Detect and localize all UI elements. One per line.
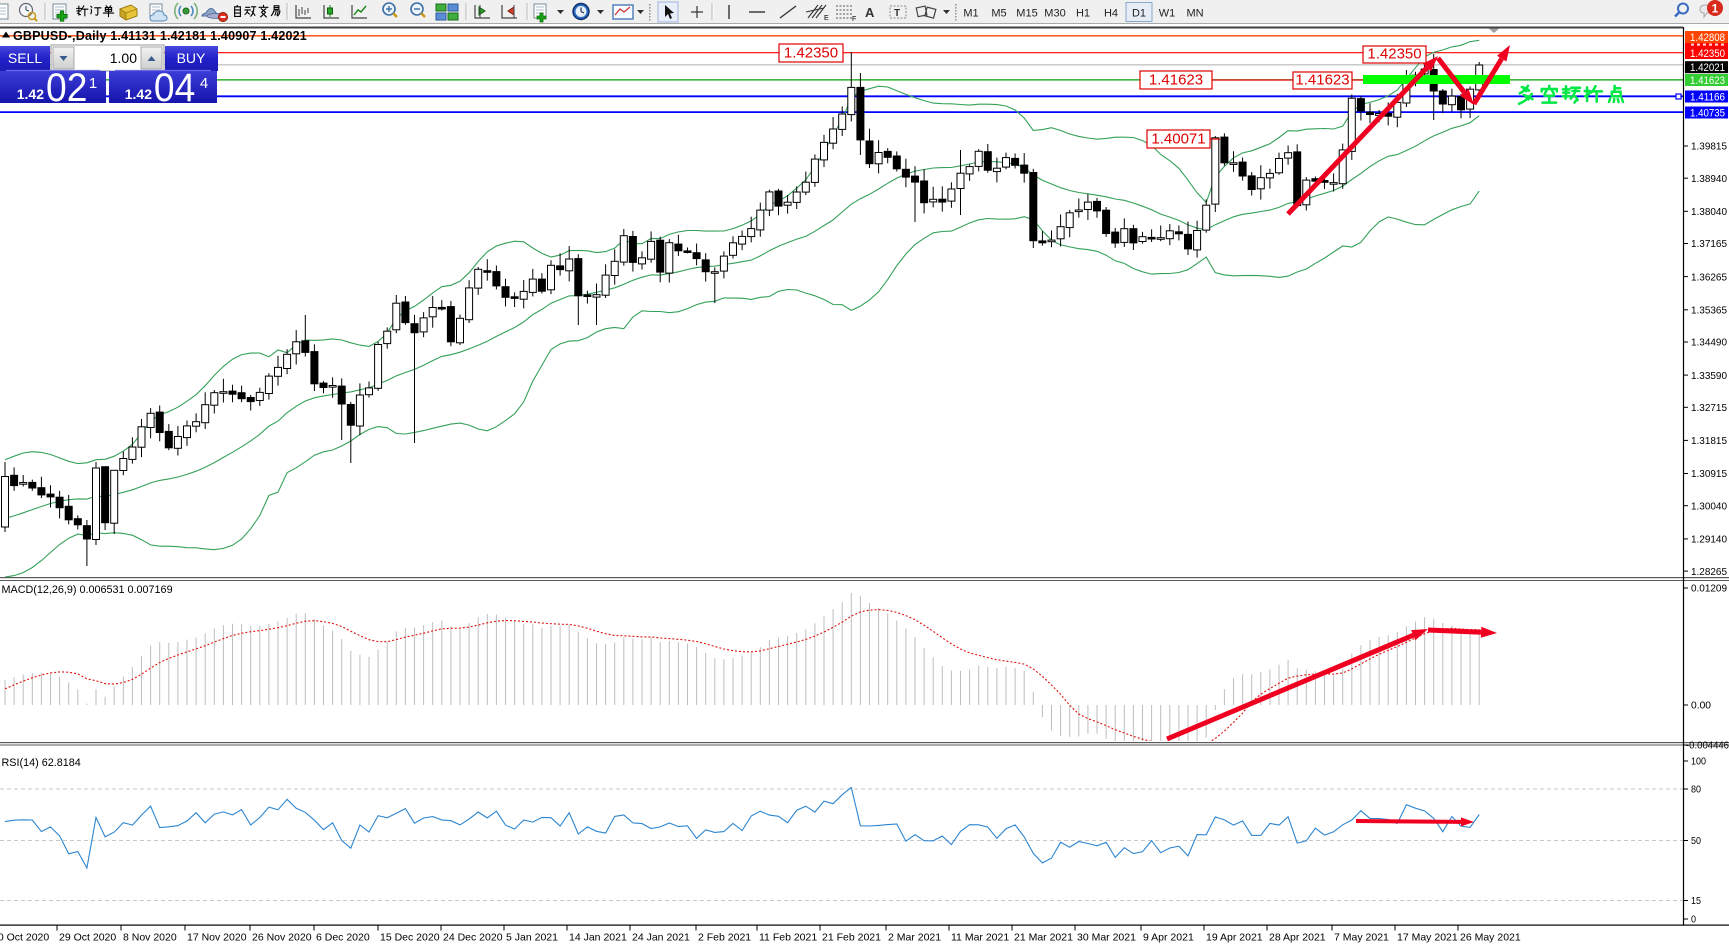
svg-text:1.42021: 1.42021 [1690, 62, 1725, 74]
svg-text:M1: M1 [963, 8, 978, 20]
svg-text:0.01209: 0.01209 [1691, 583, 1727, 595]
svg-text:E: E [824, 15, 829, 22]
svg-text:30 Mar 2021: 30 Mar 2021 [1077, 932, 1136, 944]
svg-text:1.37165: 1.37165 [1691, 238, 1727, 250]
svg-text:F: F [852, 16, 856, 23]
svg-text:-0.004446: -0.004446 [1686, 740, 1729, 752]
svg-text:1.31815: 1.31815 [1691, 435, 1727, 447]
svg-text:15: 15 [1691, 895, 1701, 907]
svg-text:T: T [894, 8, 900, 19]
svg-text:1.00: 1.00 [110, 50, 137, 66]
svg-text:SELL: SELL [8, 50, 42, 66]
svg-text:0.00: 0.00 [1691, 700, 1711, 712]
svg-text:H1: H1 [1076, 8, 1090, 20]
svg-text:1.34490: 1.34490 [1691, 337, 1727, 349]
svg-text:8 Nov 2020: 8 Nov 2020 [123, 932, 177, 944]
svg-text:11 Feb 2021: 11 Feb 2021 [759, 932, 817, 944]
svg-text:1.32715: 1.32715 [1691, 402, 1727, 414]
svg-text:11 Mar 2021: 11 Mar 2021 [951, 932, 1009, 944]
svg-text:1.35365: 1.35365 [1691, 305, 1727, 317]
svg-text:1.33590: 1.33590 [1691, 370, 1727, 382]
svg-text:1: 1 [1712, 2, 1719, 16]
svg-text:5 Jan 2021: 5 Jan 2021 [506, 932, 558, 944]
svg-text:26 May 2021: 26 May 2021 [1460, 932, 1521, 944]
svg-text:1.42: 1.42 [17, 86, 44, 102]
svg-text:1.28265: 1.28265 [1691, 566, 1727, 578]
svg-text:15 Dec 2020: 15 Dec 2020 [380, 932, 440, 944]
svg-text:M30: M30 [1044, 8, 1065, 20]
svg-text:17 Nov 2020: 17 Nov 2020 [187, 932, 247, 944]
svg-text:H4: H4 [1104, 8, 1118, 20]
svg-text:M15: M15 [1016, 8, 1037, 20]
svg-text:21 Mar 2021: 21 Mar 2021 [1014, 932, 1073, 944]
svg-text:1.40735: 1.40735 [1690, 107, 1725, 119]
svg-text:1.38040: 1.38040 [1691, 206, 1727, 218]
svg-text:1.39815: 1.39815 [1691, 141, 1727, 153]
svg-text:1.42808: 1.42808 [1690, 32, 1725, 44]
svg-text:1.42350: 1.42350 [1690, 48, 1725, 60]
svg-text:26 Nov 2020: 26 Nov 2020 [252, 932, 312, 944]
svg-text:80: 80 [1691, 784, 1701, 796]
svg-text:RSI(14) 62.8184: RSI(14) 62.8184 [2, 757, 81, 769]
svg-text:50: 50 [1691, 835, 1701, 847]
svg-text:9 Apr 2021: 9 Apr 2021 [1143, 932, 1194, 944]
svg-text:1.41623: 1.41623 [1690, 75, 1725, 87]
svg-text:21 Feb 2021: 21 Feb 2021 [822, 932, 881, 944]
svg-text:28 Apr 2021: 28 Apr 2021 [1269, 932, 1326, 944]
svg-text:M5: M5 [991, 8, 1006, 20]
svg-text:D1: D1 [1132, 8, 1146, 20]
svg-text:14 Jan 2021: 14 Jan 2021 [569, 932, 627, 944]
svg-text:1.42: 1.42 [125, 86, 152, 102]
svg-text:17 May 2021: 17 May 2021 [1397, 932, 1458, 944]
svg-text:W1: W1 [1159, 8, 1176, 20]
svg-text:1.41166: 1.41166 [1690, 91, 1725, 103]
svg-text:6 Dec 2020: 6 Dec 2020 [316, 932, 370, 944]
svg-text:7 May 2021: 7 May 2021 [1334, 932, 1389, 944]
svg-text:24 Jan 2021: 24 Jan 2021 [632, 932, 690, 944]
svg-text:1.41623: 1.41623 [1149, 72, 1203, 89]
svg-text:1: 1 [89, 75, 97, 92]
svg-text:29 Oct 2020: 29 Oct 2020 [59, 932, 116, 944]
svg-text:BUY: BUY [177, 50, 206, 66]
svg-text:GBPUSD-,Daily 1.41131 1.42181: GBPUSD-,Daily 1.41131 1.42181 1.40907 1.… [13, 29, 307, 43]
svg-text:1.40071: 1.40071 [1151, 131, 1205, 148]
svg-text:1.42350: 1.42350 [1367, 46, 1421, 63]
svg-text:1.30040: 1.30040 [1691, 500, 1727, 512]
svg-text:A: A [865, 5, 875, 20]
svg-text:0: 0 [1691, 914, 1696, 926]
svg-text:1.38940: 1.38940 [1691, 173, 1727, 185]
svg-text:2 Feb 2021: 2 Feb 2021 [698, 932, 751, 944]
svg-text:100: 100 [1691, 756, 1706, 768]
svg-text:2 Mar 2021: 2 Mar 2021 [888, 932, 941, 944]
svg-text:4: 4 [200, 75, 208, 92]
svg-text:1.41623: 1.41623 [1295, 72, 1349, 89]
svg-text:24 Dec 2020: 24 Dec 2020 [443, 932, 503, 944]
svg-text:02: 02 [46, 66, 87, 111]
svg-text:19 Apr 2021: 19 Apr 2021 [1206, 932, 1263, 944]
svg-text:1.29140: 1.29140 [1691, 534, 1727, 546]
svg-text:04: 04 [154, 66, 195, 111]
svg-text:MN: MN [1186, 8, 1203, 20]
svg-text:1.36265: 1.36265 [1691, 271, 1727, 283]
svg-text:1.42350: 1.42350 [784, 45, 838, 62]
svg-text:1.30915: 1.30915 [1691, 468, 1727, 480]
svg-text:MACD(12,26,9) 0.006531 0.00716: MACD(12,26,9) 0.006531 0.007169 [2, 584, 173, 596]
svg-text:20 Oct 2020: 20 Oct 2020 [0, 932, 49, 944]
